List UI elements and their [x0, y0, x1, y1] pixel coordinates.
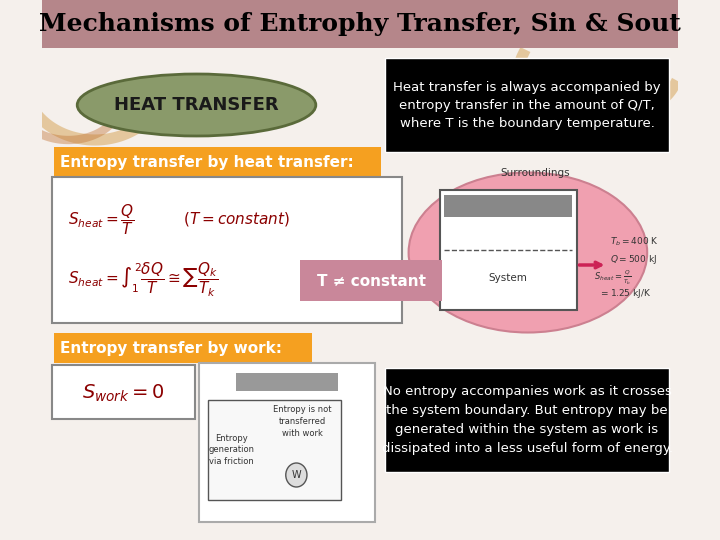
FancyBboxPatch shape [54, 333, 312, 363]
Text: Entropy is not
transferred
with work: Entropy is not transferred with work [274, 405, 332, 437]
Text: $= 1.25$ kJ/K: $= 1.25$ kJ/K [598, 287, 651, 300]
FancyBboxPatch shape [42, 0, 678, 48]
Text: T ≠ constant: T ≠ constant [317, 273, 426, 288]
Text: Entropy transfer by work:: Entropy transfer by work: [60, 341, 282, 356]
Ellipse shape [409, 172, 647, 333]
Text: Surroundings: Surroundings [500, 168, 570, 178]
Ellipse shape [77, 74, 316, 136]
Text: $S_{heat} = \dfrac{Q}{T}$          $(T = constant)$: $S_{heat} = \dfrac{Q}{T}$ $(T = constant… [68, 202, 291, 238]
Text: $S_{work} = 0$: $S_{work} = 0$ [82, 382, 165, 404]
Text: $T_b = 400$ K: $T_b = 400$ K [610, 236, 659, 248]
Text: W: W [292, 470, 301, 480]
Text: Entropy transfer by heat transfer:: Entropy transfer by heat transfer: [60, 156, 354, 171]
Text: No entropy accompanies work as it crosses
the system boundary. But entropy may b: No entropy accompanies work as it crosse… [382, 385, 672, 455]
FancyBboxPatch shape [439, 190, 577, 310]
FancyBboxPatch shape [236, 373, 338, 391]
Text: System: System [489, 273, 528, 283]
Text: Mechanisms of Entrophy Transfer, Sin & Sout: Mechanisms of Entrophy Transfer, Sin & S… [39, 12, 681, 36]
FancyBboxPatch shape [208, 400, 341, 500]
Text: Heat transfer is always accompanied by
entropy transfer in the amount of Q/T,
wh: Heat transfer is always accompanied by e… [393, 80, 661, 130]
Text: $S_{heat} = \int_1^2 \dfrac{\delta Q}{T} \cong \sum \dfrac{Q_k}{T_k}$: $S_{heat} = \int_1^2 \dfrac{\delta Q}{T}… [68, 261, 218, 299]
FancyBboxPatch shape [384, 368, 670, 472]
Text: HEAT TRANSFER: HEAT TRANSFER [114, 96, 279, 114]
Text: $Q = 500$ kJ: $Q = 500$ kJ [610, 253, 657, 267]
FancyBboxPatch shape [54, 147, 381, 177]
FancyBboxPatch shape [53, 365, 194, 419]
FancyBboxPatch shape [384, 58, 670, 152]
Circle shape [286, 463, 307, 487]
FancyBboxPatch shape [199, 363, 375, 522]
FancyBboxPatch shape [53, 177, 402, 323]
FancyBboxPatch shape [444, 195, 572, 217]
Text: $S_{heat} = \frac{Q}{T_b}$: $S_{heat} = \frac{Q}{T_b}$ [594, 269, 631, 287]
Text: Entropy
generation
via friction: Entropy generation via friction [209, 434, 255, 467]
FancyBboxPatch shape [300, 260, 442, 301]
